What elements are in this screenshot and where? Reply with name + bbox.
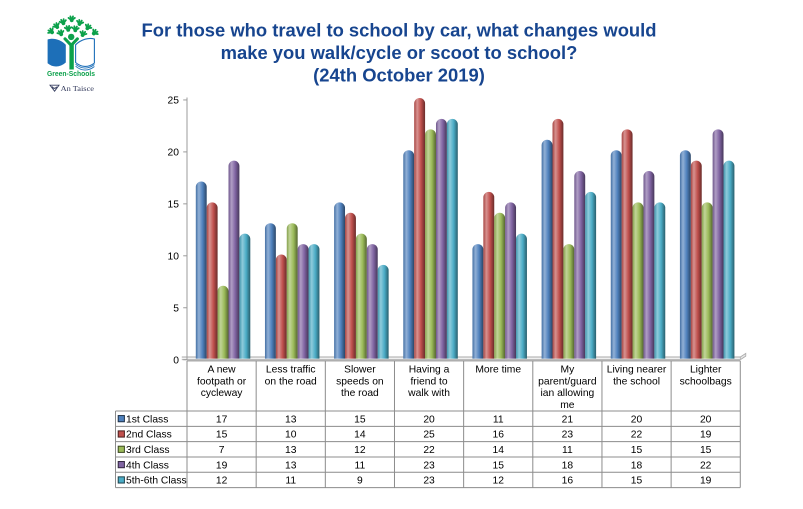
svg-text:Living nearer: Living nearer [607, 364, 667, 375]
svg-text:25: 25 [423, 430, 435, 441]
svg-text:20: 20 [423, 414, 435, 425]
svg-text:cycleway: cycleway [201, 388, 244, 399]
svg-text:18: 18 [562, 460, 574, 471]
svg-text:13: 13 [285, 414, 297, 425]
svg-text:make you walk/cycle or scoot t: make you walk/cycle or scoot to school? [221, 42, 578, 63]
svg-text:13: 13 [285, 460, 297, 471]
svg-text:More time: More time [475, 364, 521, 375]
svg-text:12: 12 [354, 445, 366, 456]
svg-text:10: 10 [285, 430, 297, 441]
svg-text:21: 21 [562, 414, 574, 425]
svg-text:Less traffic: Less traffic [266, 364, 316, 375]
svg-text:2nd Class: 2nd Class [126, 430, 172, 441]
svg-text:A new: A new [208, 364, 237, 375]
svg-text:on the road: on the road [265, 376, 317, 387]
svg-text:1st Class: 1st Class [126, 414, 168, 425]
svg-text:15: 15 [631, 476, 643, 487]
svg-text:22: 22 [631, 430, 643, 441]
svg-text:15: 15 [700, 445, 712, 456]
svg-text:schoolbags: schoolbags [680, 376, 732, 387]
svg-text:speeds on: speeds on [336, 376, 384, 387]
svg-text:parent/guard: parent/guard [538, 376, 597, 387]
svg-text:23: 23 [423, 476, 435, 487]
svg-text:17: 17 [216, 414, 228, 425]
svg-text:14: 14 [492, 445, 504, 456]
svg-text:19: 19 [700, 476, 712, 487]
svg-text:Having a: Having a [409, 364, 450, 375]
svg-text:9: 9 [357, 476, 363, 487]
svg-text:7: 7 [219, 445, 225, 456]
svg-text:23: 23 [423, 460, 435, 471]
svg-text:20: 20 [700, 414, 712, 425]
svg-text:23: 23 [562, 430, 574, 441]
svg-text:3rd Class: 3rd Class [126, 445, 170, 456]
svg-text:12: 12 [492, 476, 504, 487]
svg-text:22: 22 [700, 460, 712, 471]
svg-text:11: 11 [562, 445, 573, 456]
svg-text:11: 11 [285, 476, 296, 487]
svg-text:16: 16 [492, 430, 504, 441]
svg-text:25: 25 [168, 96, 180, 107]
svg-text:Slower: Slower [344, 364, 376, 375]
svg-text:walk with: walk with [407, 388, 450, 399]
svg-text:16: 16 [562, 476, 574, 487]
svg-text:5: 5 [173, 303, 179, 314]
svg-text:11: 11 [355, 460, 366, 471]
svg-text:18: 18 [631, 460, 643, 471]
svg-text:15: 15 [216, 430, 228, 441]
svg-text:15: 15 [168, 199, 180, 210]
svg-text:11: 11 [493, 414, 504, 425]
svg-text:footpath or: footpath or [197, 376, 247, 387]
svg-text:For those who travel to school: For those who travel to school by car, w… [141, 19, 656, 40]
svg-text:the road: the road [341, 388, 379, 399]
svg-text:19: 19 [700, 430, 712, 441]
svg-text:15: 15 [354, 414, 366, 425]
svg-text:22: 22 [423, 445, 435, 456]
svg-text:15: 15 [631, 445, 643, 456]
svg-text:0: 0 [173, 355, 179, 366]
svg-text:13: 13 [285, 445, 297, 456]
svg-text:Green-Schools: Green-Schools [47, 71, 95, 78]
svg-text:10: 10 [168, 251, 180, 262]
svg-text:(24th October 2019): (24th October 2019) [313, 64, 485, 85]
svg-text:19: 19 [216, 460, 228, 471]
svg-text:14: 14 [354, 430, 366, 441]
svg-text:Lighter: Lighter [690, 364, 722, 375]
svg-text:5th-6th Class: 5th-6th Class [126, 476, 187, 487]
svg-text:20: 20 [631, 414, 643, 425]
svg-text:4th Class: 4th Class [126, 460, 169, 471]
svg-text:20: 20 [168, 148, 180, 159]
svg-text:My: My [561, 364, 576, 375]
svg-text:me: me [560, 400, 575, 411]
svg-text:15: 15 [492, 460, 504, 471]
svg-text:the school: the school [613, 376, 660, 387]
svg-text:An Taisce: An Taisce [61, 84, 95, 93]
svg-text:12: 12 [216, 476, 228, 487]
svg-text:friend to: friend to [410, 376, 447, 387]
svg-text:ian allowing: ian allowing [540, 388, 594, 399]
